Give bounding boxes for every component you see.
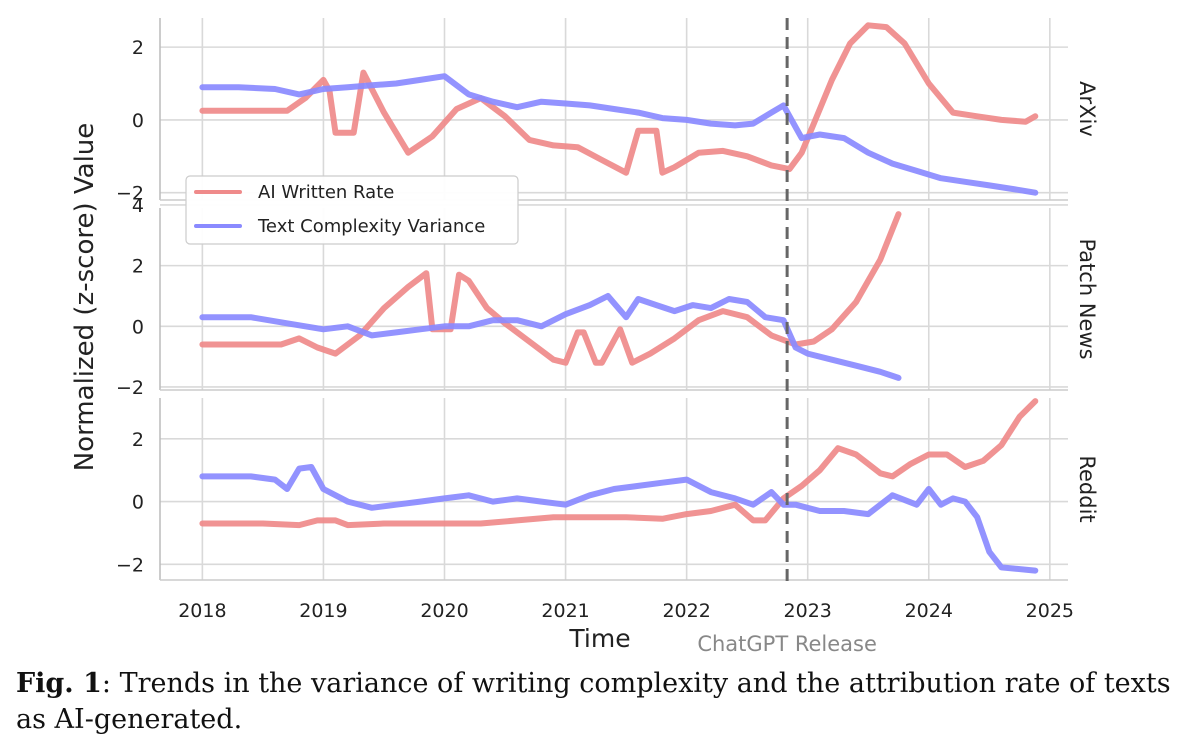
y-tick-label: 0: [132, 316, 144, 338]
y-tick-label: 0: [132, 110, 144, 132]
series-line-text-complexity-variance: [199, 73, 1039, 196]
x-tick-label: 2022: [662, 600, 710, 622]
y-axis-label: Normalized (z-score) Value: [70, 123, 100, 472]
panel-label-arxiv: ArXiv: [1075, 81, 1099, 137]
x-tick-label: 2019: [299, 600, 347, 622]
panel-label-patch-news: Patch News: [1075, 238, 1099, 359]
panel-label-reddit: Reddit: [1075, 455, 1099, 522]
x-tick-label: 2018: [178, 600, 226, 622]
legend-label-ai-written-rate: AI Written Rate: [258, 182, 394, 203]
y-tick-label: −2: [116, 183, 144, 205]
panels-layer: −2 0 2 ArXiv −2 0 2 4 Patch News −2 0 2 Reddit: [116, 18, 1099, 581]
figure-label: Fig. 1: [16, 668, 102, 699]
panel-arxiv: −2 0 2 ArXiv: [116, 18, 1099, 205]
series-line-text-complexity-variance: [199, 293, 902, 381]
y-tick-label: 4: [132, 195, 144, 217]
y-tick-label: 2: [132, 37, 144, 59]
legend-label-text-complexity-variance: Text Complexity Variance: [257, 216, 485, 237]
x-tick-label: 2024: [905, 600, 953, 622]
x-axis: 2018 2019 2020 2021 2022 2023 2024 2025: [178, 600, 1074, 622]
x-tick-label: 2021: [541, 600, 589, 622]
series-line-ai-written-rate: [199, 211, 902, 366]
series-line-ai-written-rate: [199, 398, 1039, 529]
legend: AI Written Rate Text Complexity Variance: [185, 175, 519, 245]
y-tick-label: −2: [116, 377, 144, 399]
y-tick-label: 0: [132, 492, 144, 514]
y-tick-label: 2: [132, 429, 144, 451]
x-tick-label: 2020: [420, 600, 468, 622]
y-tick-label: −2: [116, 554, 144, 576]
x-axis-label: Time: [568, 624, 630, 653]
series-line-text-complexity-variance: [199, 464, 1039, 574]
chatgpt-release-label: ChatGPT Release: [697, 632, 877, 656]
figure-caption: Fig. 1: Trends in the variance of writin…: [16, 666, 1186, 738]
x-tick-label: 2023: [784, 600, 832, 622]
x-tick-label: 2025: [1026, 600, 1074, 622]
panel-patch-news: −2 0 2 4 Patch News: [116, 195, 1099, 399]
y-tick-label: 2: [132, 256, 144, 278]
series-line-ai-written-rate: [199, 22, 1039, 176]
figure-caption-text: : Trends in the variance of writing comp…: [16, 668, 1171, 735]
panel-reddit: −2 0 2 Reddit: [116, 398, 1099, 581]
legend-frame: [185, 175, 519, 245]
